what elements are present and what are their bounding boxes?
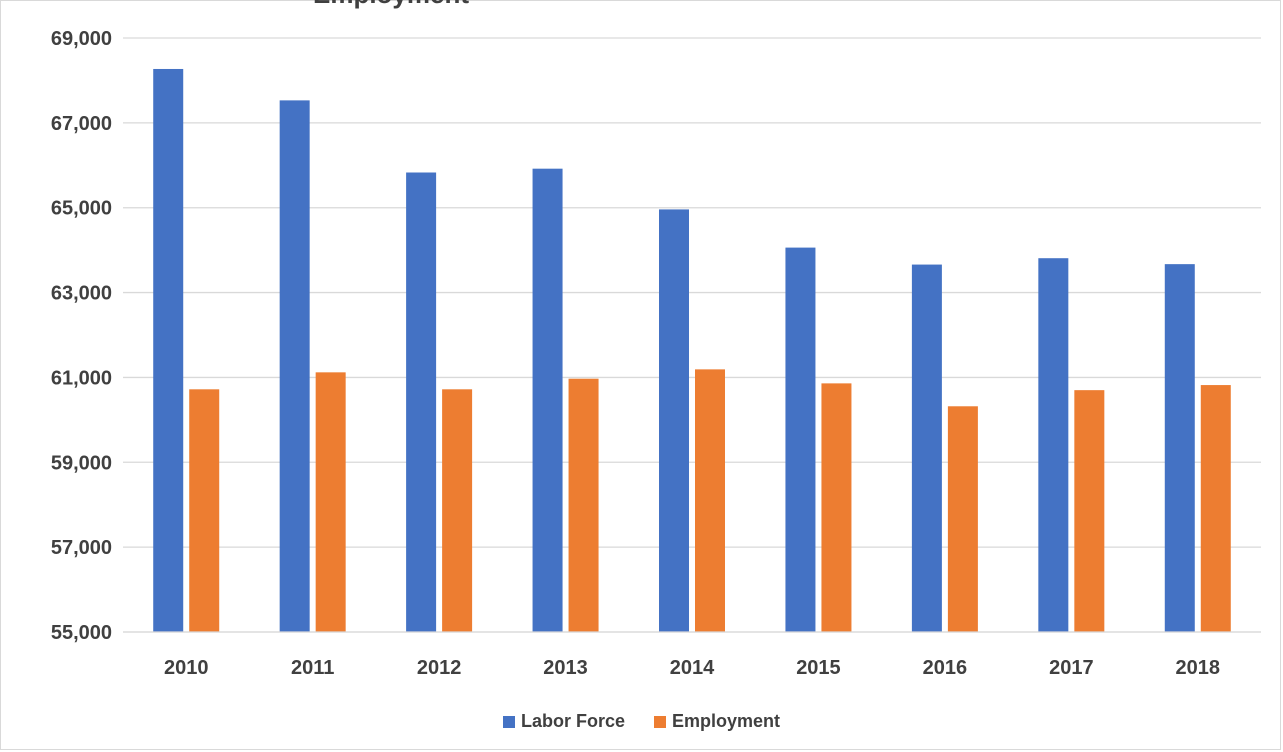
bar-employment — [315, 372, 346, 632]
bar-employment — [821, 383, 852, 632]
legend-label-labor-force: Labor Force — [520, 711, 625, 731]
y-tick-label: 59,000 — [51, 452, 112, 474]
legend: Labor Force Employment — [1, 711, 1282, 733]
bar-employment — [695, 369, 725, 632]
y-tick-label: 67,000 — [51, 113, 112, 135]
x-tick-label: 2016 — [923, 657, 968, 679]
x-tick-label: 2017 — [1049, 657, 1094, 679]
bar-labor-force — [153, 68, 184, 633]
legend-label-employment: Employment — [672, 711, 781, 731]
bar-labor-force — [1164, 264, 1195, 632]
bar-labor-force — [659, 209, 689, 632]
y-tick-label: 69,000 — [51, 28, 112, 50]
x-tick-label: 2015 — [796, 657, 841, 679]
x-tick-label: 2011 — [291, 657, 334, 679]
chart-title: Employment — [1, 0, 781, 10]
x-tick-label: 2018 — [1176, 657, 1221, 679]
bar-employment — [1074, 390, 1105, 632]
bar-employment — [189, 389, 220, 632]
bar-labor-force — [1038, 258, 1069, 632]
plot-area: 55,000 57,000 59,000 61,000 63,000 65,000 67,0… — [51, 28, 1261, 679]
x-tick-label: 2010 — [164, 657, 209, 679]
y-tick-label: 65,000 — [51, 198, 112, 220]
legend-item-labor-force: Labor Force — [502, 711, 625, 732]
x-tick-label: 2012 — [417, 657, 462, 679]
y-tick-label: 61,000 — [51, 367, 112, 389]
bar-labor-force — [406, 172, 437, 632]
bar-labor-force — [532, 168, 563, 632]
bar-employment — [568, 378, 599, 632]
bar-employment — [947, 406, 978, 632]
bar-labor-force — [911, 264, 942, 632]
x-tick-label: 2013 — [543, 657, 588, 679]
y-tick-label: 57,000 — [51, 537, 112, 559]
legend-swatch-labor-force — [502, 715, 515, 728]
x-tick-label: 2014 — [670, 657, 715, 679]
y-tick-label: 55,000 — [51, 622, 112, 644]
bar-labor-force — [279, 100, 310, 633]
bar-employment — [442, 389, 473, 632]
legend-item-employment: Employment — [654, 711, 780, 732]
y-tick-label: 63,000 — [51, 283, 112, 305]
bar-labor-force — [785, 247, 816, 632]
bar-employment — [1200, 385, 1231, 632]
legend-swatch-employment — [654, 715, 666, 728]
